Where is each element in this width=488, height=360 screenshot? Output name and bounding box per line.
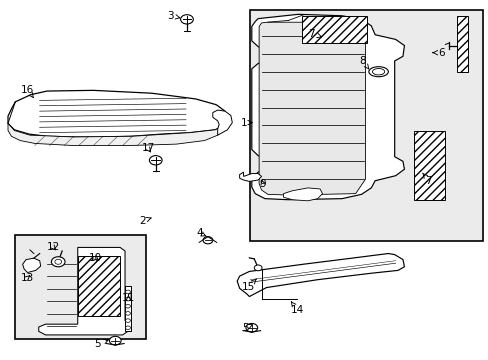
Text: 7: 7	[422, 173, 431, 186]
Bar	[250, 10, 483, 241]
Circle shape	[203, 237, 212, 244]
Ellipse shape	[368, 67, 387, 77]
Text: 2: 2	[139, 216, 151, 226]
Circle shape	[125, 312, 130, 315]
Polygon shape	[239, 172, 261, 181]
Text: 3: 3	[167, 11, 180, 21]
Polygon shape	[125, 286, 131, 331]
Circle shape	[51, 257, 65, 267]
Circle shape	[149, 156, 162, 165]
Text: 5: 5	[94, 339, 108, 349]
Polygon shape	[302, 16, 366, 43]
Circle shape	[109, 336, 121, 345]
Text: 14: 14	[290, 302, 303, 315]
Polygon shape	[259, 22, 365, 195]
Text: 4: 4	[196, 228, 205, 238]
Circle shape	[254, 265, 262, 271]
Text: 17: 17	[141, 143, 154, 153]
Text: 5: 5	[242, 323, 252, 333]
Text: 13: 13	[21, 273, 34, 283]
Circle shape	[125, 305, 130, 308]
Polygon shape	[78, 256, 120, 316]
Circle shape	[125, 290, 130, 294]
Circle shape	[55, 259, 61, 264]
Text: 12: 12	[47, 242, 60, 252]
Text: 6: 6	[432, 48, 445, 58]
Circle shape	[180, 15, 193, 24]
Polygon shape	[413, 131, 445, 200]
Bar	[15, 234, 146, 338]
Text: 9: 9	[259, 179, 266, 189]
Circle shape	[125, 297, 130, 301]
Ellipse shape	[372, 68, 384, 75]
Text: 15: 15	[241, 279, 256, 292]
Text: 7: 7	[308, 29, 321, 39]
Polygon shape	[251, 14, 404, 200]
Text: 10: 10	[89, 253, 102, 263]
Circle shape	[125, 326, 130, 329]
Polygon shape	[283, 188, 322, 201]
Text: 8: 8	[359, 56, 368, 69]
Circle shape	[125, 319, 130, 322]
Text: 16: 16	[21, 85, 34, 98]
Polygon shape	[39, 247, 130, 335]
Circle shape	[245, 323, 257, 332]
Text: 11: 11	[122, 293, 135, 303]
Text: 1: 1	[241, 118, 252, 128]
Polygon shape	[212, 110, 232, 135]
Polygon shape	[8, 123, 224, 145]
Polygon shape	[8, 90, 227, 137]
Polygon shape	[237, 253, 404, 297]
Polygon shape	[22, 258, 41, 273]
Polygon shape	[456, 16, 467, 72]
